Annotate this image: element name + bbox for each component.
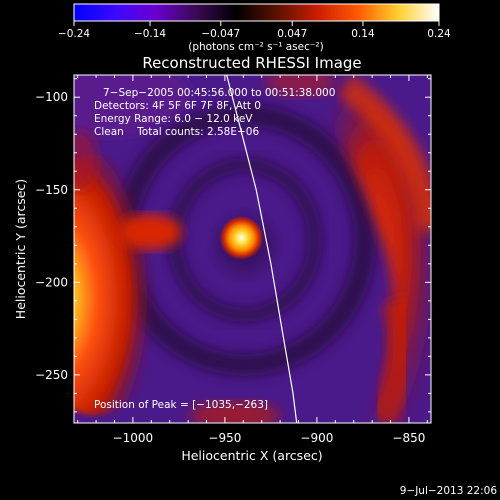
solar-limb-curve <box>226 75 298 423</box>
colorbar-tick-label: 0.047 <box>277 28 307 40</box>
plot-frame <box>73 74 432 424</box>
x-tick-label: −1000 <box>113 431 154 445</box>
colorbar-tick-label: 0.24 <box>427 28 451 40</box>
heatmap-bottom-red <box>190 401 280 423</box>
y-axis-label: Heliocentric Y (arcsec) <box>13 179 28 319</box>
heatmap-left-lobe <box>118 214 182 250</box>
colorbar-tick-label: −0.14 <box>134 28 166 40</box>
colorbar-tick-label: −0.047 <box>201 28 240 40</box>
heatmap-right-arc-lower <box>367 294 419 423</box>
y-tick-label: −150 <box>35 183 68 197</box>
annotation-detectors: Detectors: 4F 5F 6F 7F 8F, Att 0 <box>94 100 261 112</box>
y-axis-ticks: −100 −150 −200 −250 <box>35 78 431 413</box>
heatmap-left-upper-lobe <box>74 130 98 190</box>
colorbar-label: (photons cm⁻² s⁻¹ asec⁻²) <box>188 41 323 53</box>
x-axis-ticks: −1000 −950 −900 −850 <box>77 75 428 445</box>
colorbar-ticks: −0.24 −0.14 −0.047 0.047 0.14 0.24 <box>58 21 451 40</box>
colorbar-tick-label: 0.14 <box>351 28 375 40</box>
x-tick-label: −900 <box>300 431 333 445</box>
footer-timestamp: 9−Jul−2013 22:06 <box>400 485 498 497</box>
annotation-clean-counts: Clean Total counts: 2.58E+06 <box>94 126 259 138</box>
y-tick-label: −250 <box>35 368 68 382</box>
x-tick-label: −850 <box>392 431 425 445</box>
annotation-time-range: 7−Sep−2005 00:45:56.000 to 00:51:38.000 <box>103 87 335 99</box>
x-tick-label: −950 <box>208 431 241 445</box>
annotation-energy-range: Energy Range: 6.0 − 12.0 keV <box>94 113 253 125</box>
heatmap-haze <box>74 75 190 135</box>
colorbar <box>73 3 440 22</box>
y-tick-label: −200 <box>35 275 68 289</box>
chart-title: Reconstructed RHESSI Image <box>142 54 361 72</box>
heatmap-image <box>74 75 431 423</box>
heatmap-top-red <box>265 75 335 97</box>
heatmap-right-arc-core <box>337 75 431 232</box>
y-tick-label: −100 <box>35 90 68 104</box>
flare-source <box>219 215 264 260</box>
annotation-peak-position: Position of Peak = [−1035,−263] <box>94 399 268 411</box>
x-axis-label: Heliocentric X (arcsec) <box>181 448 322 463</box>
colorbar-tick-label: −0.24 <box>58 28 90 40</box>
